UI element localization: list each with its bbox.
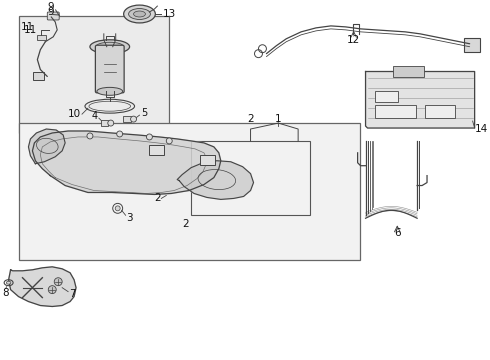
Text: 2: 2 <box>247 114 254 124</box>
FancyBboxPatch shape <box>19 16 169 133</box>
Text: 7: 7 <box>69 289 75 298</box>
Circle shape <box>130 116 137 122</box>
Ellipse shape <box>6 281 11 284</box>
FancyBboxPatch shape <box>96 45 124 93</box>
FancyBboxPatch shape <box>48 12 59 20</box>
FancyBboxPatch shape <box>149 145 164 155</box>
Text: 11: 11 <box>21 22 34 32</box>
Polygon shape <box>9 267 76 306</box>
Circle shape <box>117 131 122 137</box>
Circle shape <box>87 133 93 139</box>
Text: 2: 2 <box>154 193 161 203</box>
Ellipse shape <box>90 40 129 54</box>
Text: 9: 9 <box>47 7 53 17</box>
Circle shape <box>54 278 62 286</box>
FancyBboxPatch shape <box>375 105 416 118</box>
FancyBboxPatch shape <box>424 105 455 118</box>
Polygon shape <box>366 72 475 128</box>
Text: 1: 1 <box>275 114 282 124</box>
FancyBboxPatch shape <box>375 91 398 102</box>
Text: 4: 4 <box>92 111 98 121</box>
Text: 2: 2 <box>182 219 189 229</box>
FancyBboxPatch shape <box>37 35 46 40</box>
Circle shape <box>147 134 152 140</box>
Ellipse shape <box>97 87 122 95</box>
Text: 11: 11 <box>24 25 37 35</box>
Text: 13: 13 <box>163 9 176 19</box>
FancyBboxPatch shape <box>393 66 423 77</box>
Text: 14: 14 <box>475 124 488 134</box>
Polygon shape <box>28 129 65 164</box>
Text: 10: 10 <box>68 109 81 119</box>
Text: 5: 5 <box>141 108 147 118</box>
Polygon shape <box>177 161 253 199</box>
FancyBboxPatch shape <box>33 72 44 80</box>
Ellipse shape <box>123 5 155 23</box>
FancyBboxPatch shape <box>100 120 108 126</box>
Text: 12: 12 <box>347 35 360 45</box>
Circle shape <box>166 138 172 144</box>
Circle shape <box>49 286 56 294</box>
Text: 8: 8 <box>2 288 9 298</box>
Ellipse shape <box>134 11 146 17</box>
FancyBboxPatch shape <box>123 116 131 122</box>
FancyBboxPatch shape <box>19 123 360 260</box>
Polygon shape <box>32 131 221 194</box>
Circle shape <box>108 120 114 126</box>
FancyBboxPatch shape <box>200 155 215 165</box>
FancyBboxPatch shape <box>464 38 480 52</box>
Ellipse shape <box>128 9 150 19</box>
Text: 3: 3 <box>126 213 133 223</box>
Ellipse shape <box>96 42 123 51</box>
Text: 6: 6 <box>394 228 401 238</box>
Circle shape <box>115 206 120 211</box>
Text: 9: 9 <box>47 2 53 12</box>
